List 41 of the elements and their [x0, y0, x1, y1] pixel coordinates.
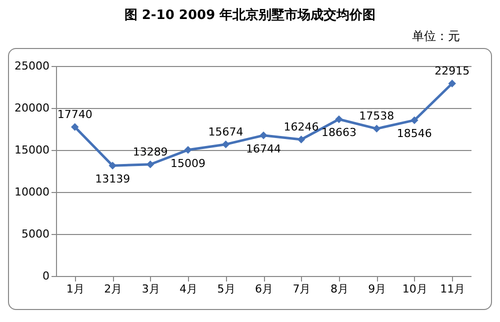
y-tick-label: 5000 — [22, 228, 50, 240]
data-label: 13289 — [132, 145, 168, 158]
point — [335, 115, 343, 124]
data-label: 17740 — [57, 108, 92, 121]
data-label: 22915 — [434, 64, 470, 78]
point — [146, 160, 154, 168]
x-tick-label: 7月 — [292, 282, 311, 296]
point — [372, 124, 381, 133]
x-tick-label: 6月 — [255, 282, 273, 296]
point — [297, 136, 306, 144]
x-tick-label: 4月 — [180, 282, 198, 296]
point — [184, 146, 192, 154]
chart-title: 图 2-10 2009 年北京别墅市场成交均价图 — [123, 6, 377, 25]
x-tick-label: 3月 — [142, 282, 160, 296]
point — [222, 140, 230, 148]
data-label: 15009 — [170, 156, 206, 170]
x-tick-label: 9月 — [368, 282, 386, 296]
text: 单位：元 — [411, 28, 461, 45]
data-label: 18663 — [321, 126, 356, 140]
data-label: 15674 — [208, 125, 244, 138]
point — [70, 123, 79, 131]
x-tick-label: 8月 — [330, 282, 348, 296]
point — [448, 80, 456, 88]
data-label: 18546 — [396, 127, 432, 140]
data-label: 16744 — [246, 142, 281, 156]
x-tick-label: 11月 — [440, 282, 466, 296]
point — [108, 162, 116, 170]
data-label: 16246 — [284, 120, 319, 134]
point — [260, 131, 268, 140]
x-tick-label: 1月 — [66, 282, 84, 296]
data-label: 13139 — [95, 172, 130, 186]
x-tick-label: 10月 — [402, 282, 428, 296]
data-label: 17538 — [359, 110, 394, 123]
point — [410, 116, 418, 124]
y-tick-label: 0 — [42, 270, 50, 282]
y-tick-label: 10000 — [14, 186, 50, 198]
y-tick-label: 25000 — [14, 60, 50, 72]
y-tick-label: 20000 — [14, 102, 50, 114]
x-tick-label: 5月 — [217, 282, 236, 296]
x-tick-label: 2月 — [104, 282, 122, 296]
y-tick-label: 15000 — [14, 144, 50, 156]
